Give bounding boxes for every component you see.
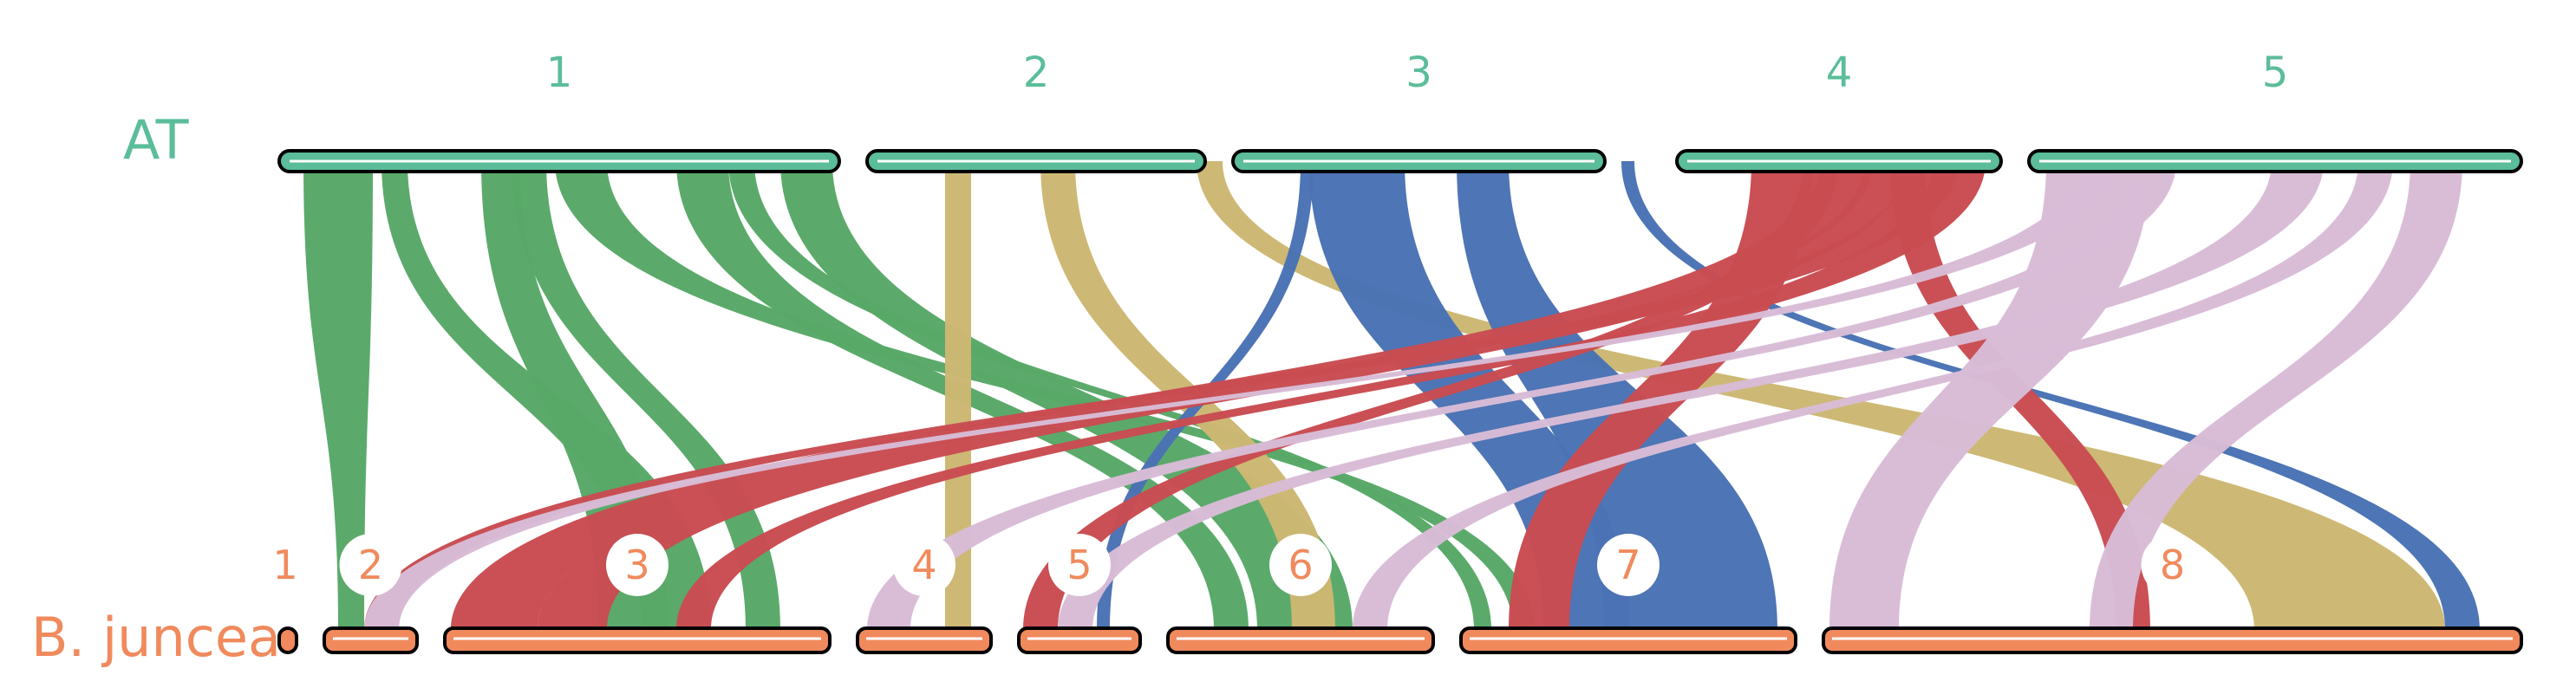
bottom-chromosome-badge-8	[2141, 534, 2204, 596]
bottom-chromosome-label-7: 7	[1615, 542, 1640, 588]
bottom-chromosome-6	[1166, 626, 1435, 654]
bottom-chromosome-badge-6	[1269, 534, 1332, 596]
synteny-ribbons	[303, 161, 2480, 630]
top-chromosome-label-5: 5	[2262, 49, 2289, 97]
synteny-ribbon-2-to-4	[945, 161, 971, 630]
synteny-ribbon-1-to-3	[512, 161, 780, 630]
synteny-ribbon-4-to-3	[451, 161, 1873, 630]
synteny-ribbon-5-to-4	[867, 161, 2176, 630]
synteny-ribbon-5-to-6	[1353, 161, 2393, 630]
chromosome-bars	[277, 149, 2523, 654]
bottom-chromosome-label-3: 3	[624, 542, 649, 588]
bottom-chromosome-badge-5	[1048, 534, 1111, 596]
bottom-chromosome-badge-3	[606, 534, 668, 596]
labels: AT B. juncea 1 2 3 4 5 1 2 3 4 5 6 7 8	[31, 49, 2288, 669]
top-chromosome-label-4: 4	[1826, 49, 1853, 97]
bottom-chromosome-label-6: 6	[1288, 542, 1313, 588]
synteny-ribbon-4-to-3	[676, 161, 1986, 630]
top-genome-label: AT	[123, 108, 190, 172]
top-chromosome-label-2: 2	[1023, 49, 1050, 97]
synteny-ribbon-4-to-7	[1509, 161, 1812, 630]
synteny-ribbon-2-to-8	[1197, 161, 2445, 630]
synteny-ribbon-5-to-8	[2090, 161, 2462, 630]
bottom-chromosome-label-2: 2	[358, 542, 383, 588]
synteny-ribbon-4-to-5	[1023, 161, 1838, 630]
bottom-genome-label: B. juncea	[31, 606, 281, 669]
bottom-chromosome-8	[1822, 626, 2523, 654]
bottom-chromosome-1	[277, 626, 298, 654]
synteny-ribbon-1-to-2	[303, 161, 373, 630]
synteny-ribbon-3-to-7	[1457, 161, 1777, 630]
synteny-ribbon-3-to-8	[1621, 161, 2480, 630]
top-chromosome-label-3: 3	[1405, 49, 1432, 97]
bottom-chromosome-label-1: 1	[272, 542, 297, 588]
bottom-chromosome-label-4: 4	[911, 542, 936, 588]
synteny-ribbon-1-to-7	[728, 161, 1491, 630]
synteny-ribbon-1-to-7	[555, 161, 1535, 630]
bottom-chromosome-5	[1017, 626, 1142, 654]
bottom-chromosome-7	[1459, 626, 1797, 654]
bottom-chromosome-label-5: 5	[1066, 542, 1092, 588]
synteny-ribbon-5-to-5	[1058, 161, 2324, 630]
top-chromosome-label-1: 1	[546, 49, 573, 97]
bottom-chromosome-label-8: 8	[2160, 542, 2185, 588]
bottom-chromosome-4	[856, 626, 993, 654]
bottom-chromosome-badge-4	[893, 534, 955, 596]
synteny-ribbon-5-to-2	[364, 161, 2116, 630]
bottom-chromosome-2	[323, 626, 419, 654]
bottom-chromosome-3	[443, 626, 831, 654]
bottom-chromosome-badge-2	[339, 534, 402, 596]
bottom-chromosome-badge-7	[1597, 534, 1660, 596]
synteny-ribbon-5-to-8	[1829, 161, 2150, 630]
